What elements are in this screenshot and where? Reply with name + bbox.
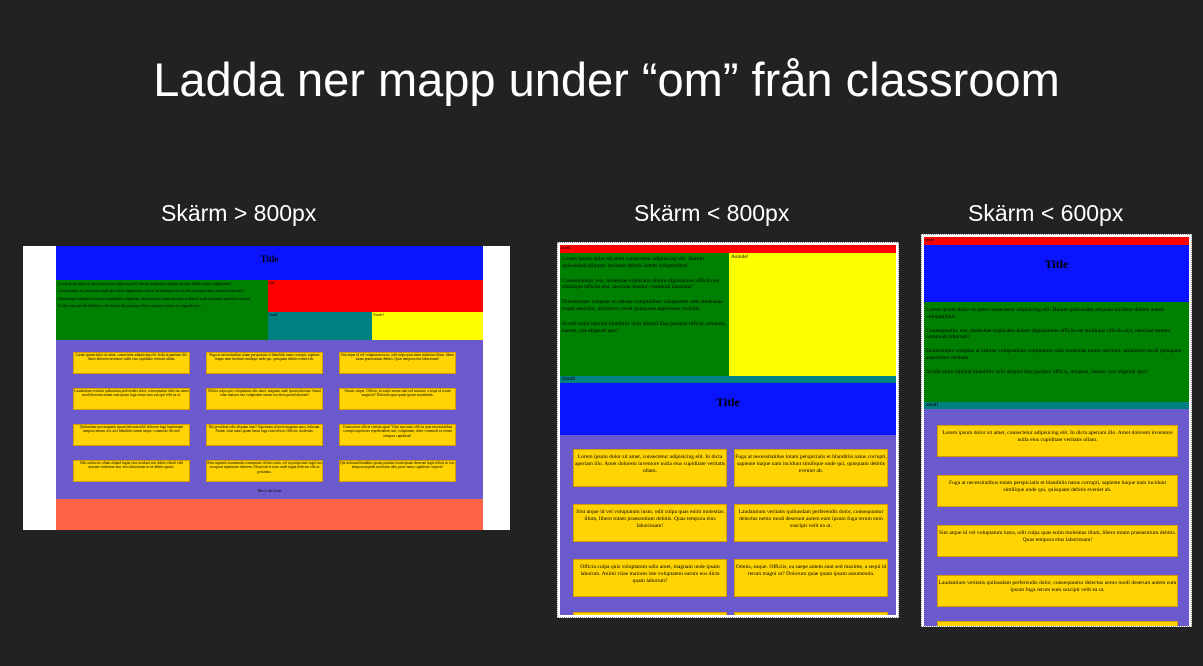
small-label: small	[926, 402, 939, 408]
card-partial	[734, 612, 888, 615]
small-label: Small	[562, 376, 576, 382]
slide-title: Ladda ner mapp under “om” från classroom	[153, 53, 1060, 106]
paragraph: Lorem ipsum dolor sit amet consectetur a…	[58, 282, 231, 286]
main-text-block: Lorem ipsum dolor sit amet consectetur a…	[56, 280, 268, 340]
label-medium-screen: Skärm < 800px	[634, 200, 790, 226]
header-bar: header	[924, 237, 1189, 245]
card: Laudantium veritatis quibusdam perferend…	[73, 388, 190, 410]
nav-label: Nav	[269, 281, 275, 285]
header-block: Title	[56, 246, 483, 280]
paragraph: Id odit enim repellat blanditiis velit a…	[926, 368, 1148, 375]
card: Fuga at necessitatibus totam perspiciati…	[734, 449, 888, 487]
screenshot-large: Title Lorem ipsum dolor sit amet consect…	[23, 246, 510, 530]
card-partial	[573, 612, 727, 615]
footer-text: This is the footer	[257, 489, 282, 493]
small-block: Small	[560, 376, 896, 383]
small-block: small	[924, 402, 1189, 409]
card: Sint atque id vel voluptatum iusto, odit…	[339, 352, 456, 374]
paragraph: Doloremque voluptas at ratione voluptati…	[926, 348, 1182, 361]
card: Odit architecto ullam aliquid fugiat ess…	[73, 460, 190, 482]
cards-area: Lorem ipsum dolor sit amet, consectetur …	[56, 340, 483, 499]
main-text-block: Lorem ipsum dolor sit amet consectetur a…	[924, 302, 1189, 402]
paragraph: Doloremque voluptas at ratione voluptati…	[562, 299, 723, 312]
nav-block: Nav	[268, 280, 483, 312]
header-label: header	[925, 238, 935, 242]
cards-area: Lorem ipsum dolor sit amet, consectetur …	[560, 435, 896, 615]
main-text-block: Lorem ipsum dolor sit amet consectetur a…	[560, 253, 729, 376]
title-block: Title	[560, 383, 896, 435]
card: Officia culpa quis voluptatum odio amet,…	[573, 559, 727, 597]
title-block: Title	[924, 245, 1189, 302]
header-label: header	[561, 246, 571, 250]
card: Omnis, eaque. Officiis, ea saepe autem s…	[339, 388, 456, 410]
card: Lorem ipsum dolor sit amet, consectetur …	[573, 449, 727, 487]
card: Laudantium veritatis quibusdam perferend…	[937, 575, 1178, 607]
card: Rem sapiente assumenda consequatur offic…	[206, 460, 323, 482]
card: Sint atque id vel voluptatum iusto, odit…	[573, 504, 727, 542]
header-title: Title	[260, 254, 279, 264]
paragraph: Lorem ipsum dolor sit amet consectetur a…	[562, 256, 704, 269]
card: Fuga at necessitatibus totam perspiciati…	[937, 475, 1178, 507]
paragraph: Lorem ipsum dolor sit amet consectetur a…	[926, 307, 1165, 320]
aside-label: Asinde!	[731, 254, 749, 260]
card: Fuga at necessitatibus totam perspiciati…	[206, 352, 323, 374]
label-large-screen: Skärm > 800px	[161, 200, 317, 226]
paragraph: Id odit enim repellat blanditiis velit a…	[562, 320, 726, 334]
card: Quibusdam quo magnam ipsum laborum nihil…	[73, 424, 190, 446]
card: Omnis, eaque. Officiis, ea saepe autem s…	[734, 559, 888, 597]
card: Lorem ipsum dolor sit amet, consectetur …	[937, 425, 1178, 457]
label-small-screen: Skärm < 600px	[968, 200, 1124, 226]
card: Illo provident odio aliquam eum? Asperna…	[206, 424, 323, 446]
mock-title: Title	[1044, 257, 1069, 271]
card: Qui dolorum blanditiis ipsum pariatur to…	[339, 460, 456, 482]
screenshot-medium: header Lorem ipsum dolor sit amet consec…	[557, 242, 899, 618]
mock-title: Title	[716, 395, 740, 409]
header-bar: header	[560, 245, 896, 253]
aside-block: Asisde!	[372, 312, 483, 340]
paragraph: Consequuntur, eos, molestiae explicabo d…	[562, 277, 720, 291]
paragraph: Id odit enim repellat blanditiis velit a…	[58, 304, 201, 309]
card: Laudantium veritatis quibusdam perferend…	[734, 504, 888, 542]
small-label: Small	[269, 313, 278, 317]
paragraph: Doloremque voluptas at ratione voluptati…	[58, 296, 252, 301]
cards-area: Lorem ipsum dolor sit amet, consectetur …	[924, 409, 1189, 626]
aside-block: Asinde!	[729, 253, 896, 376]
aside-label: Asisde!	[373, 313, 384, 317]
card: Officia culpa quis voluptatum odio amet,…	[206, 388, 323, 410]
paragraph: Consequuntur, eos, molestiae explicabo d…	[58, 289, 245, 294]
card-partial	[937, 621, 1178, 626]
paragraph: Consequuntur, eos, molestiae explicabo d…	[926, 327, 1171, 341]
footer-block	[56, 499, 483, 530]
card: Consectetur officia veniam quae! Vitae n…	[339, 424, 456, 446]
screenshot-small: header Title Lorem ipsum dolor sit amet …	[921, 234, 1192, 627]
card: Sint atque id vel voluptatum iusto, odit…	[937, 525, 1178, 557]
card: Lorem ipsum dolor sit amet, consectetur …	[73, 352, 190, 374]
small-block: Small	[268, 312, 372, 340]
